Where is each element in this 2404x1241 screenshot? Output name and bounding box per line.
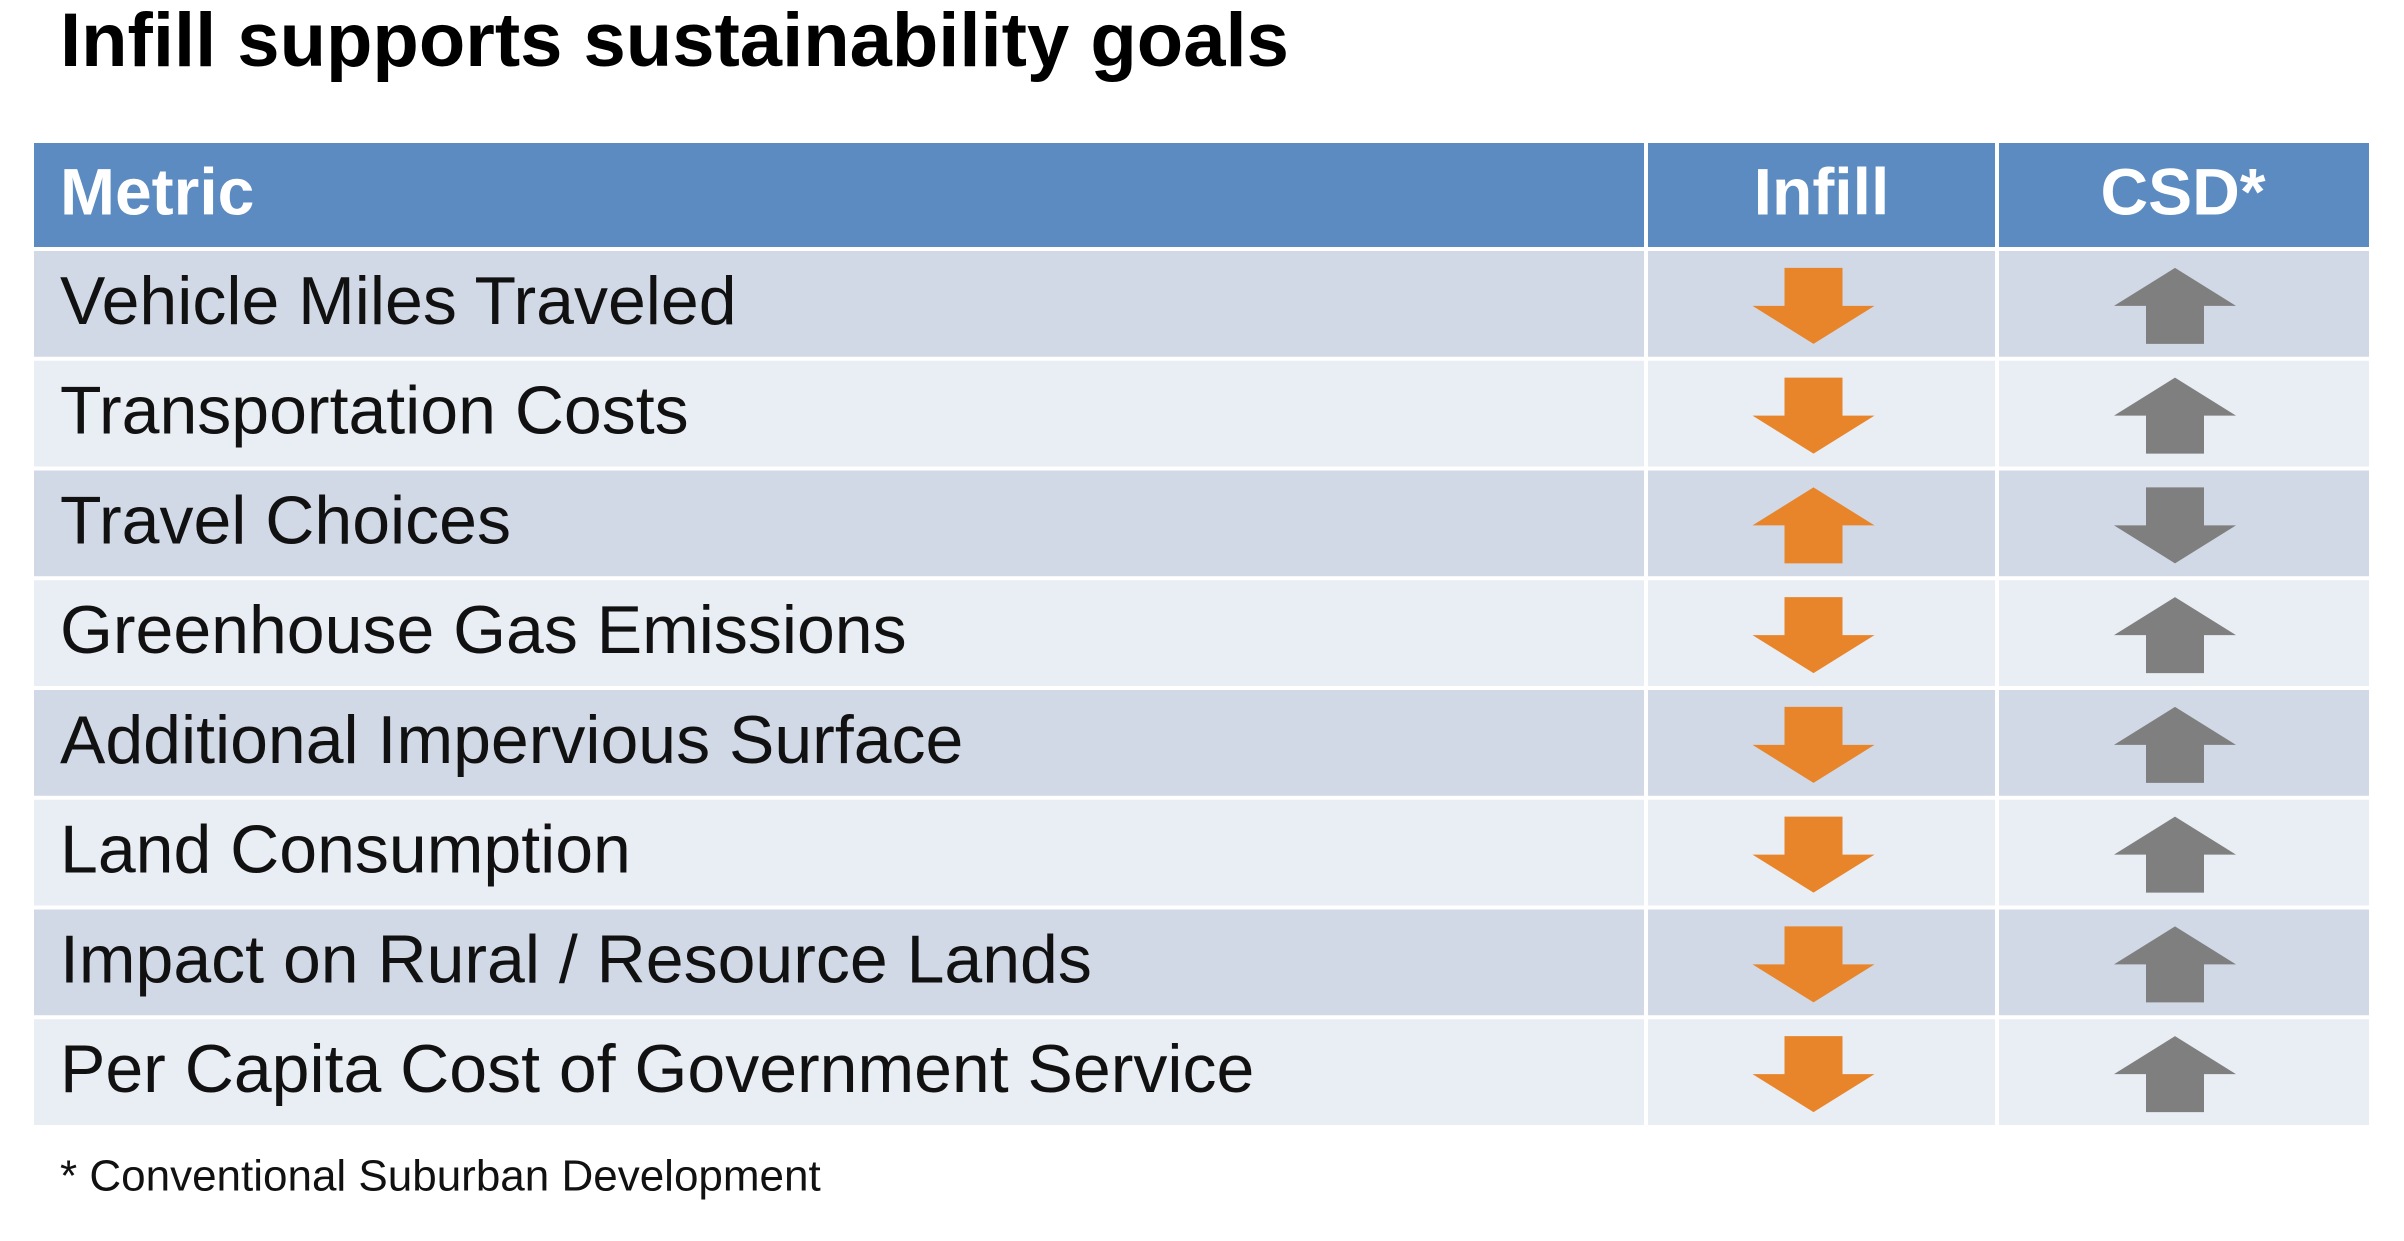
metric-cell: Additional Impervious Surface [60,702,963,778]
arrow-down [1752,816,1875,893]
arrow-up [1752,487,1875,564]
arrow-up [2114,597,2236,674]
header-cell: Infill [1754,154,1890,228]
arrow-up [2114,926,2236,1003]
header-bg [34,143,2369,247]
row-bg [34,1019,2369,1125]
row-bg [34,580,2369,686]
metric-cell: Vehicle Miles Traveled [60,263,737,339]
table: Metric Infill CSD* Vehicle Miles Traveled Tr… [34,143,2369,1125]
arrow-up [2114,816,2236,893]
arrow-down [1752,597,1875,674]
arrow-down [1752,926,1875,1003]
arrow-up [2114,377,2236,454]
arrow-down [1752,706,1875,783]
footnote: * Conventional Suburban Development [60,1152,821,1201]
metric-cell: Impact on Rural / Resource Lands [60,921,1092,997]
arrow-up [2114,1036,2236,1113]
arrow-up [2114,706,2236,783]
metric-cell: Travel Choices [60,482,511,558]
row-bg [34,909,2369,1016]
metric-cell: Greenhouse Gas Emissions [60,592,907,668]
arrow-down [1752,377,1875,454]
header-cell: Metric [60,154,254,228]
arrow-down [2114,487,2236,564]
metric-cell: Land Consumption [60,812,631,888]
row-bg [34,251,2369,357]
row-bg [34,470,2369,577]
header-cell: CSD* [2100,154,2265,228]
row-bg [34,360,2369,467]
row-bg [34,799,2369,906]
arrow-down [1752,267,1875,344]
title: Infill supports sustainability goals [60,0,1289,83]
metric-cell: Per Capita Cost of Government Service [60,1031,1254,1107]
row-bg [34,690,2369,796]
metric-cell: Transportation Costs [60,373,689,449]
arrow-up [2114,267,2236,344]
arrow-down [1752,1036,1875,1113]
